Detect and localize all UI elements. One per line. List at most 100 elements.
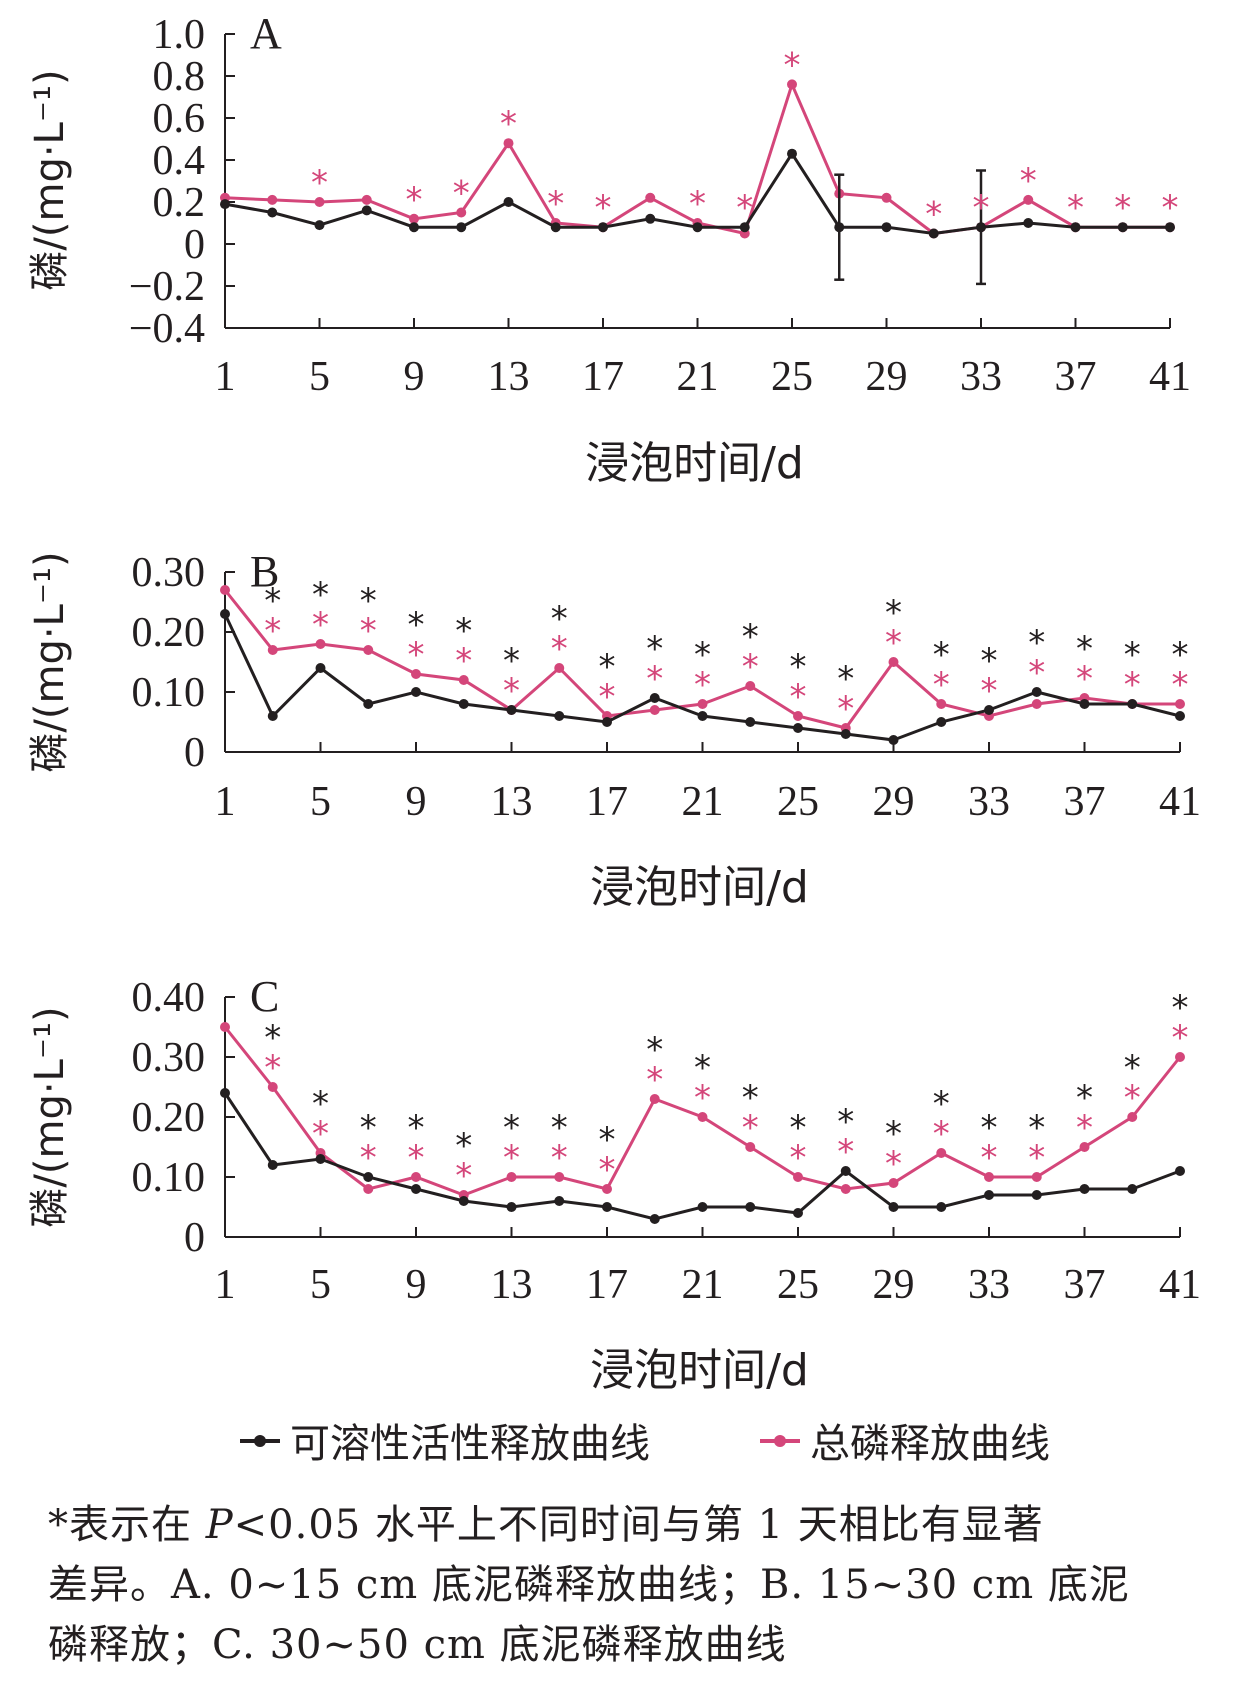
- data-point-tp: [267, 194, 278, 205]
- significance-mark: *: [981, 1108, 998, 1148]
- data-point-tp: [984, 1172, 994, 1182]
- significance-mark: *: [599, 1120, 616, 1160]
- significance-mark: *: [1020, 161, 1037, 201]
- y-tick-label: 1.0: [153, 12, 206, 58]
- significance-mark: *: [1076, 629, 1093, 669]
- x-tick-label: 13: [491, 1262, 533, 1308]
- data-point-tp: [267, 645, 278, 655]
- data-point-tp: [745, 681, 756, 691]
- legend-swatch-tp: [760, 1410, 800, 1470]
- data-point-srp: [506, 1202, 517, 1212]
- data-point-tp: [1079, 1142, 1090, 1152]
- data-point-srp: [1031, 1190, 1042, 1200]
- data-point-srp: [793, 723, 803, 733]
- x-tick-label: 1: [215, 779, 236, 825]
- data-point-srp: [458, 1196, 469, 1206]
- significance-mark: *: [408, 635, 425, 675]
- significance-mark: *: [1076, 1108, 1093, 1148]
- legend-label-tp: 总磷释放曲线: [810, 1421, 1050, 1467]
- x-tick-label: 1: [215, 1262, 236, 1308]
- significance-mark: *: [933, 1084, 950, 1124]
- y-tick-label: 0.10: [132, 670, 206, 716]
- caption-line-1: *表示在 P<0.05 水平上不同时间与第 1 天相比有显著: [48, 1495, 1228, 1555]
- significance-mark: *: [312, 1084, 329, 1124]
- significance-mark: *: [312, 575, 329, 615]
- data-point-srp: [361, 205, 372, 216]
- data-point-srp: [1023, 218, 1034, 228]
- data-point-srp: [1127, 699, 1138, 709]
- significance-mark: *: [1028, 1138, 1045, 1178]
- y-axis-title: 磷/(mg·L⁻¹): [27, 1006, 73, 1227]
- x-tick-label: 9: [406, 1262, 427, 1308]
- significance-mark: *: [784, 45, 801, 85]
- significance-mark: *: [689, 184, 706, 224]
- x-tick-label: 5: [310, 1262, 331, 1308]
- significance-mark: *: [1076, 1078, 1093, 1118]
- data-point-srp: [936, 1202, 947, 1212]
- significance-mark: *: [1124, 1078, 1141, 1118]
- significance-mark: *: [694, 1078, 711, 1118]
- legend-swatch-srp: [240, 1410, 280, 1470]
- data-point-srp: [314, 220, 325, 231]
- y-tick-label: 0: [184, 730, 205, 776]
- data-point-tp: [363, 645, 374, 655]
- significance-mark: *: [595, 188, 612, 228]
- data-point-tp: [649, 1094, 660, 1104]
- significance-mark: *: [455, 1156, 472, 1196]
- data-point-srp: [1070, 222, 1081, 233]
- y-tick-label: −0.2: [129, 264, 205, 310]
- caption-p-symbol: P: [205, 1502, 234, 1548]
- data-point-srp: [550, 222, 561, 233]
- data-point-tp: [1031, 699, 1042, 709]
- chart-panel-a: 1.00.80.60.40.20−0.2−0.41 5 9 13 17 21 25 29 33 3…: [27, 9, 1191, 489]
- data-point-srp: [1031, 687, 1042, 697]
- data-point-tp: [1175, 699, 1185, 709]
- significance-mark: *: [1076, 659, 1093, 699]
- significance-mark: *: [408, 1108, 425, 1148]
- significance-mark: *: [599, 647, 616, 687]
- significance-mark: *: [1124, 1048, 1141, 1088]
- y-tick-label: 0.6: [153, 96, 206, 142]
- significance-mark: *: [981, 641, 998, 681]
- significance-mark: *: [312, 605, 329, 645]
- x-tick-label: 41: [1149, 354, 1191, 400]
- data-point-tp: [458, 675, 469, 685]
- data-point-tp: [793, 711, 803, 721]
- significance-mark: *: [933, 1114, 950, 1154]
- legend-item-tp: 总磷释放曲线: [760, 1410, 1050, 1470]
- figure: 1.00.80.60.40.20−0.2−0.41 5 9 13 17 21 25 29 33 3…: [27, 9, 1201, 1396]
- significance-mark: *: [694, 1048, 711, 1088]
- chart-panel-b: 0.30 0.20 0.10 01 5 9 13 17 21 25 29 33 37 41 B 浸泡时间/d 磷…: [27, 547, 1201, 913]
- y-tick-label: 0.30: [132, 1035, 206, 1081]
- significance-mark: *: [1172, 665, 1189, 705]
- x-tick-label: 25: [777, 1262, 819, 1308]
- data-point-tp: [411, 1172, 421, 1182]
- data-point-srp: [506, 705, 517, 715]
- x-tick-label: 13: [488, 354, 530, 400]
- y-tick-label: −0.4: [129, 306, 205, 352]
- data-point-srp: [936, 717, 947, 727]
- data-point-srp: [834, 222, 845, 233]
- data-point-srp: [409, 222, 419, 233]
- data-point-srp: [793, 1208, 803, 1218]
- x-tick-label: 41: [1159, 779, 1201, 825]
- legend: 可溶性活性释放曲线 总磷释放曲线: [240, 1410, 1140, 1480]
- data-point-srp: [984, 1190, 994, 1200]
- data-point-srp: [411, 687, 421, 697]
- significance-mark: *: [742, 1108, 759, 1148]
- data-point-tp: [1023, 194, 1034, 205]
- chart-panel-c: 0.40 0.30 0.20 0.10 01 5 9 13 17 21 25 29 33 37 41 C 浸泡时…: [27, 972, 1201, 1396]
- significance-mark: *: [790, 1138, 807, 1178]
- data-point-srp: [1079, 1184, 1090, 1194]
- caption-text-1b: <0.05 水平上不同时间与第 1 天相比有显著: [233, 1502, 1044, 1548]
- significance-mark: *: [264, 1018, 281, 1058]
- x-tick-label: 33: [960, 354, 1002, 400]
- data-point-srp: [984, 705, 994, 715]
- data-point-srp: [840, 1166, 851, 1176]
- y-tick-label: 0.10: [132, 1155, 206, 1201]
- x-tick-label: 29: [873, 779, 915, 825]
- significance-mark: *: [736, 188, 753, 228]
- x-tick-label: 21: [677, 354, 719, 400]
- significance-mark: *: [360, 581, 377, 621]
- x-tick-label: 5: [309, 354, 330, 400]
